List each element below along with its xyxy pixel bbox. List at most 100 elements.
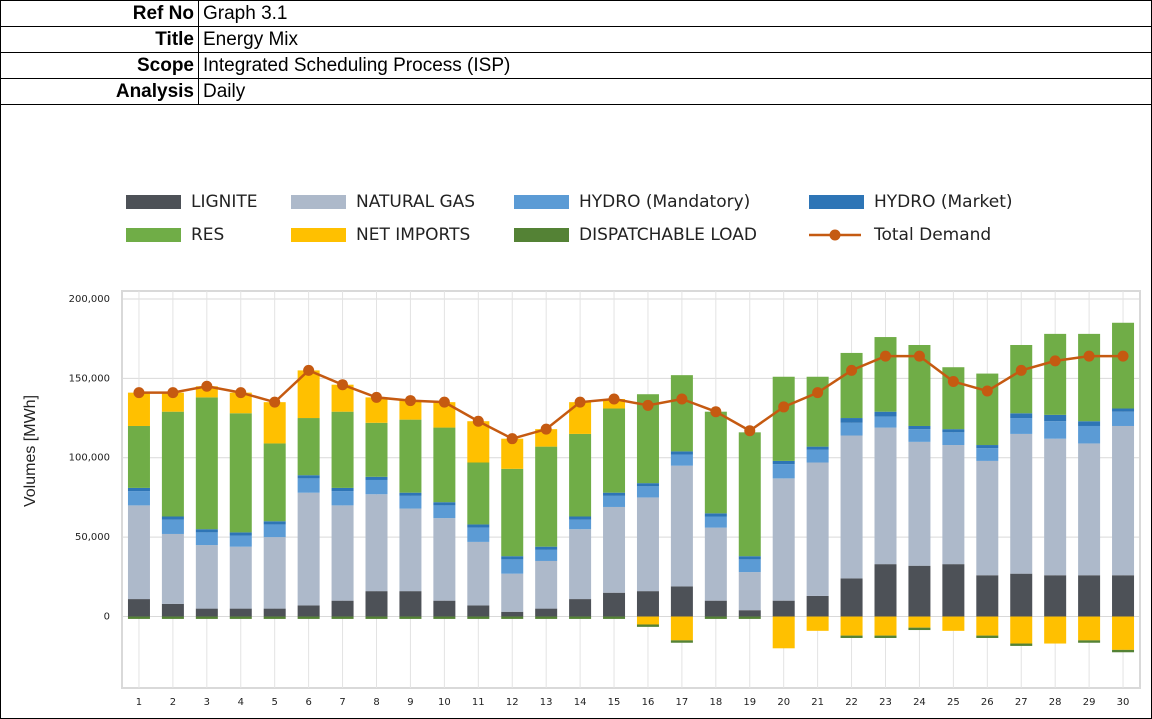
x-tick-label: 8: [373, 697, 379, 708]
bar-segment: [908, 344, 931, 426]
bar-segment: [365, 479, 388, 495]
bar-segment: [840, 422, 863, 436]
header-row: Analysis Daily: [1, 79, 1151, 105]
bar-segment: [331, 505, 354, 601]
bar-segment: [1010, 413, 1033, 419]
bar-segment: [297, 475, 320, 479]
x-tick-label: 25: [947, 697, 960, 708]
bar-segment: [161, 603, 184, 617]
bar-segment: [874, 416, 897, 428]
x-tick-label: 12: [506, 697, 519, 708]
line-marker: [371, 391, 382, 403]
bar-segment: [569, 519, 592, 530]
x-tick-label: 2: [170, 697, 176, 708]
x-tick-label: 30: [1117, 697, 1130, 708]
bar-segment: [908, 441, 931, 566]
bar-segment: [908, 627, 931, 631]
x-tick-label: 14: [574, 697, 587, 708]
bar-segment: [1044, 616, 1067, 644]
bar-segment: [738, 556, 761, 560]
bar-segment: [976, 616, 999, 636]
bar-segment: [670, 640, 693, 643]
bar-segment: [806, 449, 829, 463]
bar-segment: [365, 494, 388, 592]
bar-segment: [161, 392, 184, 412]
bar-segment: [772, 464, 795, 479]
bar-segment: [501, 616, 524, 619]
bar-segment: [501, 611, 524, 617]
bar-segment: [263, 443, 286, 522]
bar-segment: [433, 616, 456, 619]
bar-segment: [535, 608, 558, 617]
bar-segment: [569, 516, 592, 520]
bar-segment: [263, 608, 286, 617]
bar-segment: [331, 491, 354, 506]
bar-segment: [1010, 573, 1033, 617]
bar-segment: [976, 460, 999, 576]
bar-segment: [840, 616, 863, 636]
x-tick-label: 16: [642, 697, 655, 708]
bar-segment: [433, 600, 456, 617]
bar-segment: [1112, 616, 1135, 650]
legend-label: RES: [191, 225, 224, 245]
bar-segment: [806, 446, 829, 450]
bar-segment: [161, 533, 184, 604]
line-marker: [167, 387, 179, 399]
bar-segment: [161, 519, 184, 534]
bar-segment: [603, 592, 626, 617]
bar-segment: [263, 616, 286, 619]
bar-segment: [535, 546, 558, 550]
bar-segment: [467, 462, 490, 525]
x-tick-label: 10: [438, 697, 451, 708]
bar-segment: [603, 506, 626, 593]
header-label: Scope: [1, 53, 199, 78]
bar-segment: [1010, 616, 1033, 644]
bar-segment: [806, 595, 829, 617]
bar-segment: [535, 429, 558, 447]
bar-segment: [603, 408, 626, 493]
bar-segment: [263, 524, 286, 538]
bar-segment: [229, 413, 252, 533]
bar-segment: [195, 608, 218, 617]
bar-segment: [704, 600, 727, 617]
bar-segment: [569, 529, 592, 600]
header-value: Integrated Scheduling Process (ISP): [203, 55, 511, 76]
bar-segment: [636, 624, 659, 627]
y-tick-label: 50,000: [75, 532, 110, 543]
bar-segment: [569, 433, 592, 517]
header-row: Ref No Graph 3.1: [1, 1, 1151, 27]
bar-segment: [806, 462, 829, 596]
bar-segment: [535, 549, 558, 561]
bar-segment: [569, 402, 592, 434]
legend-swatch: [126, 228, 181, 242]
x-tick-label: 9: [407, 697, 413, 708]
bar-segment: [670, 451, 693, 455]
x-tick-label: 11: [472, 697, 485, 708]
legend-swatch: [291, 228, 346, 242]
line-marker: [981, 385, 993, 397]
bar-segment: [942, 445, 965, 565]
bar-segment: [1044, 333, 1067, 415]
bar-segment: [1078, 640, 1101, 643]
bar-segment: [467, 605, 490, 617]
bar-segment: [433, 502, 456, 506]
bar-segment: [1112, 411, 1135, 426]
bar-segment: [195, 545, 218, 609]
bar-segment: [501, 559, 524, 574]
line-marker: [880, 350, 891, 362]
bar-segment: [704, 527, 727, 601]
bar-segment: [195, 532, 218, 546]
bar-segment: [297, 605, 320, 617]
bar-segment: [263, 537, 286, 609]
header-table: Ref No Graph 3.1 Title Energy Mix Scope Integ…: [1, 1, 1151, 105]
header-value: Graph 3.1: [203, 3, 288, 24]
legend-label: Total Demand: [873, 225, 991, 245]
bar-segment: [976, 575, 999, 617]
line-marker: [744, 425, 756, 437]
legend-swatch: [291, 195, 346, 209]
x-tick-label: 23: [879, 697, 892, 708]
bar-segment: [569, 599, 592, 617]
bar-segment: [874, 411, 897, 417]
plot-frame: [121, 290, 1141, 689]
